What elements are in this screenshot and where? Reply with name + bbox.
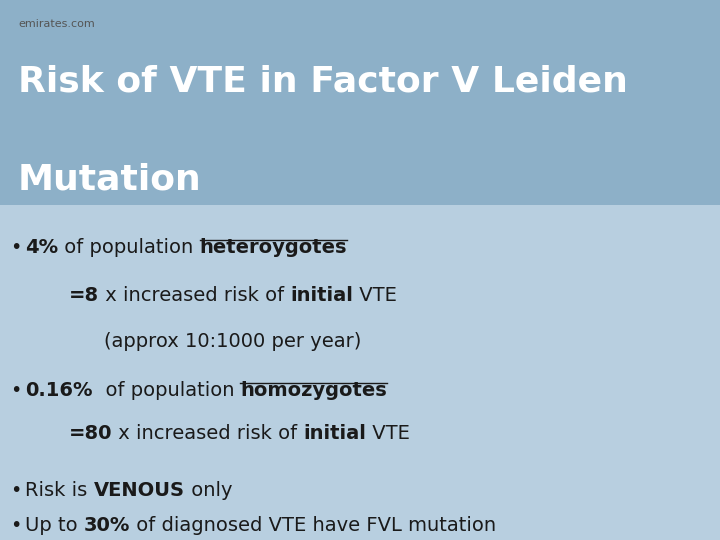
Text: 30%: 30% [84, 516, 130, 535]
Text: =80: =80 [68, 424, 112, 443]
Text: Risk of VTE in Factor V Leiden: Risk of VTE in Factor V Leiden [18, 65, 628, 99]
Text: Risk is: Risk is [25, 481, 94, 500]
Text: Mutation: Mutation [18, 162, 202, 196]
Text: •: • [10, 238, 22, 256]
Text: emirates.com: emirates.com [18, 19, 95, 29]
Bar [0, 0, 720, 205]
Text: of population: of population [58, 238, 200, 256]
Text: Up to: Up to [25, 516, 84, 535]
Text: only: only [185, 481, 232, 500]
Text: initial: initial [303, 424, 366, 443]
Text: of population: of population [93, 381, 240, 400]
Text: (approx 10:1000 per year): (approx 10:1000 per year) [104, 332, 361, 351]
Text: VENOUS: VENOUS [94, 481, 185, 500]
Text: 4%: 4% [25, 238, 58, 256]
Text: •: • [10, 381, 22, 400]
Text: of diagnosed VTE have FVL mutation: of diagnosed VTE have FVL mutation [130, 516, 497, 535]
Text: =8: =8 [68, 286, 99, 305]
Text: VTE: VTE [353, 286, 397, 305]
Text: initial: initial [290, 286, 353, 305]
Text: •: • [10, 516, 22, 535]
Text: heteroygotes: heteroygotes [200, 238, 347, 256]
Text: homozygotes: homozygotes [240, 381, 387, 400]
Text: •: • [10, 481, 22, 500]
Text: x increased risk of: x increased risk of [112, 424, 303, 443]
Text: VTE: VTE [366, 424, 410, 443]
Text: 0.16%: 0.16% [25, 381, 93, 400]
Text: x increased risk of: x increased risk of [99, 286, 290, 305]
